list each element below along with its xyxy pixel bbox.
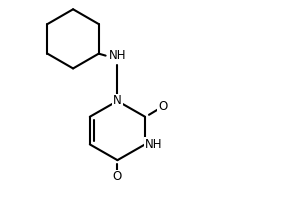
Text: NH: NH — [145, 138, 163, 151]
Text: O: O — [113, 170, 122, 183]
Text: N: N — [113, 94, 122, 107]
Text: NH: NH — [109, 49, 126, 62]
Text: O: O — [158, 100, 167, 113]
